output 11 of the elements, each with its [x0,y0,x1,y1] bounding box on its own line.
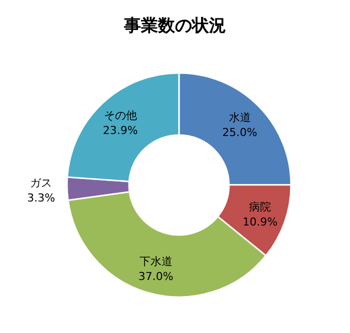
data-label: 25.0% [222,126,258,140]
slice-label: その他 [104,109,137,122]
chart-title: 事業数の状況 [123,15,227,37]
data-label: 10.9% [242,216,278,229]
slice-label: 下水道 [139,254,172,268]
slice-label: ガス [30,176,52,190]
data-label: 23.9% [102,124,138,138]
slice-label: 水道 [228,111,251,124]
data-label: 37.0% [138,270,174,283]
slice-label: 病院 [249,200,272,214]
data-label: 3.3% [27,192,56,205]
